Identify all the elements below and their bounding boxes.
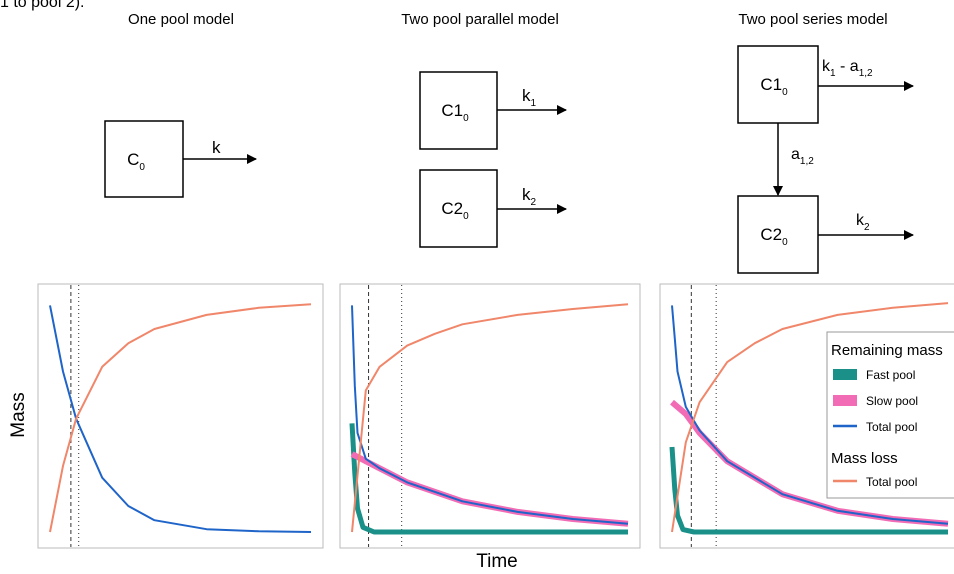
rate-label-k: k [212, 138, 221, 157]
pool-box-c2 [737, 195, 819, 274]
model-title-two-pool-parallel: Two pool parallel model [401, 11, 559, 28]
rate-label-k1-minus-a12: k1 - a1,2 [822, 58, 873, 79]
pool-box-c2-label: C20 [441, 199, 469, 222]
legend: Remaining mass Fast pool Slow pool Total… [826, 331, 954, 499]
pool-box-c1-label: C10 [441, 101, 469, 124]
plot-panel-one-pool [37, 283, 324, 549]
plots-area [37, 283, 954, 549]
series-total-pool-remaining [671, 305, 949, 525]
pool-box-c2-label: C20 [760, 225, 788, 248]
legend-swatch-fast [833, 369, 857, 380]
one-pool-diagram: C0 k [104, 120, 257, 198]
legend-loss-title: Mass loss [831, 450, 898, 467]
legend-remaining-title: Remaining mass [831, 342, 943, 359]
model-title-one-pool: One pool model [128, 11, 234, 28]
legend-item-total-pool-loss: Total pool [866, 475, 917, 489]
pool-box-c [104, 120, 184, 198]
series-total-pool-loss [671, 302, 949, 533]
plot-panel-frame [37, 283, 324, 549]
legend-item-slow-pool: Slow pool [866, 394, 918, 408]
rate-label-k2: k2 [856, 212, 870, 233]
series-total-pool-loss [49, 303, 312, 533]
pool-box-c1-label: C10 [760, 75, 788, 98]
plot-panel-two-pool-parallel [339, 283, 641, 549]
series-fast-pool-remaining [669, 446, 948, 535]
two-pool-series-diagram: C10 k1 - a1,2 a1,2 C20 k2 [737, 45, 914, 274]
pool-box-c1 [419, 71, 498, 150]
rate-label-a12: a1,2 [791, 146, 814, 167]
rate-label-k2: k2 [522, 185, 537, 208]
pool-box-c-label: C0 [127, 150, 145, 173]
legend-item-fast-pool: Fast pool [866, 368, 915, 382]
series-total-pool-remaining [49, 305, 312, 533]
series-fast-pool-remaining [349, 423, 628, 535]
legend-box [826, 331, 954, 499]
two-pool-parallel-diagram: C10 k1 C20 k2 [419, 71, 567, 248]
caption-fragment: 1 to pool 2). [0, 0, 85, 11]
series-total-pool-remaining [351, 305, 629, 525]
legend-item-total-pool-remaining: Total pool [866, 420, 917, 434]
legend-swatch-slow [833, 395, 857, 406]
series-total-pool-loss [351, 303, 629, 533]
x-axis-label: Time [476, 551, 518, 572]
rate-label-k1: k1 [522, 86, 537, 109]
y-axis-label: Mass [8, 392, 29, 437]
model-title-two-pool-series: Two pool series model [738, 11, 887, 28]
